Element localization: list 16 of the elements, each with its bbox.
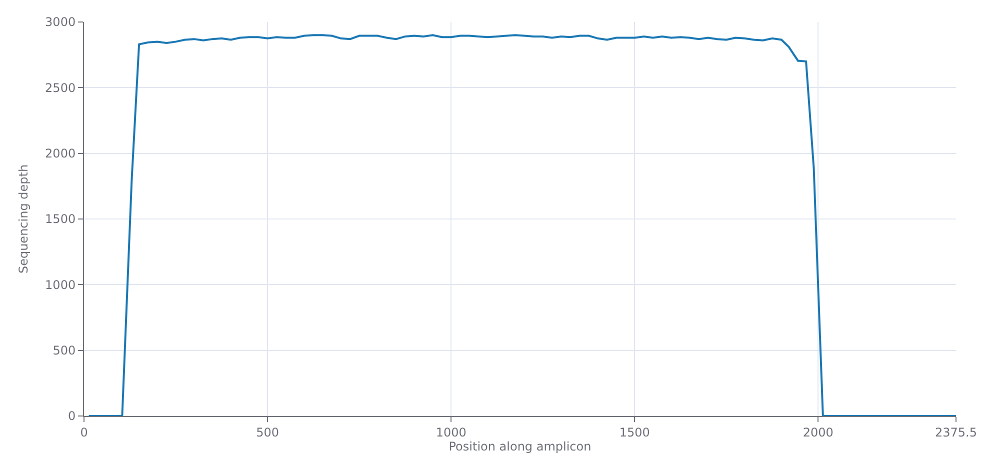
- line-series: [88, 34, 956, 416]
- y-tick-label: 0: [68, 409, 76, 424]
- x-tick-label: 1000: [436, 425, 466, 440]
- y-tick-label: 1500: [45, 212, 76, 226]
- y-axis-title: Sequencing depth: [16, 164, 30, 274]
- x-tick-label: 2000: [802, 425, 834, 440]
- x-tick-label: 1500: [619, 425, 650, 440]
- y-tick-label: 500: [52, 344, 76, 358]
- x-axis-title: Position along amplicon: [448, 439, 592, 454]
- x-tick-label: 2375.5: [935, 425, 977, 440]
- x-tick-label: 500: [256, 425, 279, 440]
- x-tick-label: 0: [80, 425, 88, 440]
- y-tick-label: 3000: [45, 15, 76, 30]
- y-tick-label: 1000: [45, 278, 76, 292]
- y-tick-label: 2500: [45, 80, 76, 95]
- y-tick-label: 2000: [45, 146, 76, 161]
